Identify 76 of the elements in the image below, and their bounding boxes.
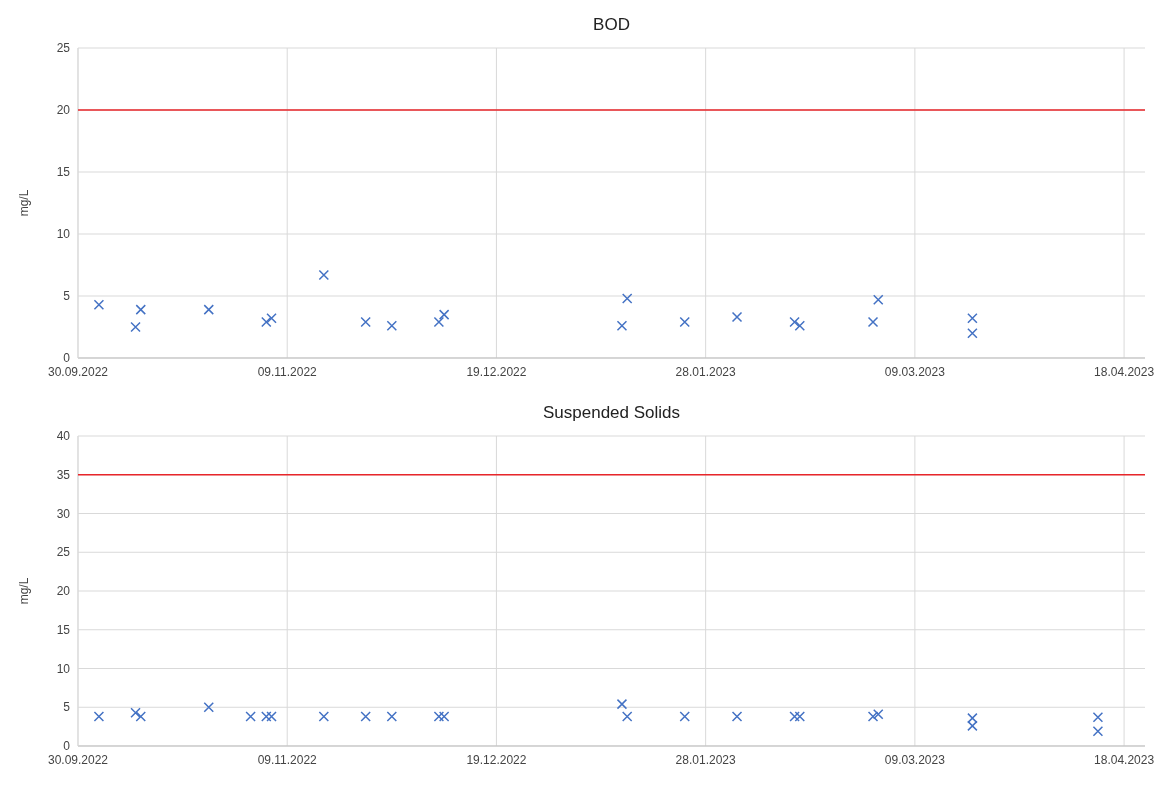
chart-title: Suspended Solids (542, 403, 681, 422)
point (967, 313, 978, 324)
x-tick-label: 30.09.2022 (47, 365, 109, 379)
x-tick-label: 09.03.2023 (884, 365, 946, 379)
point (1092, 712, 1104, 723)
point (261, 711, 272, 722)
point (203, 304, 215, 315)
point (433, 316, 445, 328)
y-tick-label: 10 (56, 661, 71, 676)
point (130, 321, 141, 333)
x-tick-label: 28.01.2023 (675, 365, 736, 379)
point (967, 720, 978, 732)
point (360, 711, 371, 722)
y-tick-label: 0 (63, 739, 71, 754)
x-tick-label: 19.12.2022 (466, 753, 527, 767)
point (867, 711, 879, 722)
point (438, 711, 450, 722)
point (616, 320, 628, 332)
y-tick-label: 5 (63, 700, 71, 715)
y-axis-title: mg/L (17, 577, 31, 605)
y-tick-label: 30 (56, 506, 71, 521)
point (621, 293, 633, 304)
y-tick-label: 20 (56, 584, 71, 599)
point (616, 698, 628, 710)
y-tick-label: 35 (56, 467, 71, 482)
point (731, 311, 743, 323)
x-tick-label: 18.04.2023 (1094, 753, 1155, 767)
y-tick-label: 0 (63, 351, 71, 366)
point (438, 309, 450, 320)
chart-title: BOD (593, 15, 630, 34)
point (245, 711, 256, 722)
x-tick-label: 28.01.2023 (675, 753, 736, 767)
x-tick-label: 09.11.2022 (257, 365, 318, 379)
point (621, 711, 633, 722)
point (318, 711, 330, 722)
point (261, 316, 272, 328)
x-tick-label: 18.04.2023 (1094, 365, 1155, 379)
x-tick-label: 19.12.2022 (466, 365, 527, 379)
point (318, 269, 330, 281)
point (386, 320, 398, 332)
point (789, 316, 800, 328)
point (794, 320, 806, 332)
point (794, 711, 806, 722)
x-tick-label: 09.03.2023 (884, 753, 946, 767)
y-tick-label: 10 (56, 227, 71, 242)
y-tick-label: 15 (56, 165, 71, 180)
point (266, 313, 277, 324)
point (135, 711, 147, 722)
x-tick-label: 09.11.2022 (257, 753, 318, 767)
point (135, 304, 147, 315)
point (867, 316, 879, 328)
y-tick-label: 20 (56, 103, 71, 118)
point (873, 708, 884, 720)
point (731, 711, 743, 722)
point (360, 316, 371, 328)
point (873, 294, 884, 305)
x-tick-label: 30.09.2022 (47, 753, 109, 767)
point (967, 327, 978, 339)
y-axis-title: mg/L (17, 189, 31, 217)
point (386, 711, 398, 722)
y-tick-label: 5 (63, 289, 71, 304)
point (433, 711, 445, 722)
point (679, 711, 690, 722)
point (266, 711, 277, 722)
point (789, 711, 800, 722)
point (93, 711, 105, 722)
point (679, 316, 690, 328)
point (203, 702, 215, 713)
y-tick-label: 25 (56, 545, 71, 560)
point (967, 712, 978, 724)
point (1092, 726, 1104, 737)
y-tick-label: 25 (56, 41, 71, 56)
point (130, 707, 141, 718)
y-tick-label: 40 (56, 429, 71, 444)
point (93, 299, 105, 310)
y-tick-label: 15 (56, 622, 71, 637)
